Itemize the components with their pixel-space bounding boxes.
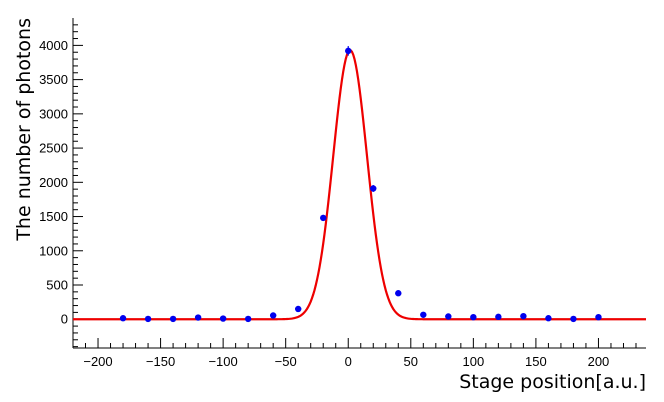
- y-tick-label: 3500: [39, 72, 68, 87]
- y-tick-label: 4000: [39, 38, 68, 53]
- y-tick-label: 3000: [39, 106, 68, 121]
- point-marker: [269, 312, 277, 319]
- x-tick-label: 50: [404, 354, 418, 369]
- y-tick-label: 500: [46, 278, 68, 293]
- point-marker: [294, 305, 302, 313]
- data-point: [595, 313, 602, 321]
- y-axis-ticks: [73, 24, 83, 348]
- data-point: [119, 315, 127, 322]
- x-axis-ticks: [85, 338, 637, 348]
- y-tick-label: 0: [61, 312, 68, 327]
- x-tick-label: 150: [525, 354, 547, 369]
- y-axis-tick-labels: 0 500 1000 1500 2000 2500 3000 3500 4000: [39, 38, 68, 327]
- data-point: [144, 315, 152, 323]
- x-tick-label: 0: [345, 354, 352, 369]
- point-marker: [119, 315, 127, 322]
- point-marker: [244, 315, 252, 323]
- x-tick-label: −200: [83, 354, 112, 369]
- x-tick-label: −100: [208, 354, 237, 369]
- data-point: [570, 315, 577, 323]
- point-marker: [520, 312, 527, 320]
- point-marker: [169, 315, 177, 323]
- point-marker: [219, 315, 227, 322]
- x-axis-title: Stage position[a.u.]: [459, 371, 646, 393]
- x-tick-label: 200: [588, 354, 610, 369]
- y-tick-label: 1500: [39, 209, 68, 224]
- data-point: [520, 312, 527, 320]
- data-point: [345, 46, 352, 56]
- point-marker: [194, 314, 202, 321]
- point-marker: [445, 313, 452, 320]
- y-tick-label: 2500: [39, 141, 68, 156]
- data-point: [294, 305, 302, 313]
- point-marker: [570, 315, 577, 323]
- x-axis-tick-labels: −200 −150 −100 −50 0 50 100 150 200: [83, 354, 609, 369]
- data-point: [495, 313, 502, 321]
- data-point: [420, 311, 427, 318]
- x-tick-label: −150: [146, 354, 175, 369]
- data-points: [119, 46, 602, 323]
- y-tick-label: 2000: [39, 175, 68, 190]
- point-marker: [144, 315, 152, 323]
- point-marker: [345, 47, 352, 55]
- x-tick-label: −50: [275, 354, 297, 369]
- point-marker: [495, 313, 502, 321]
- data-point: [320, 214, 327, 222]
- data-point: [269, 312, 277, 319]
- data-point: [194, 314, 202, 321]
- y-tick-label: 1000: [39, 243, 68, 258]
- data-point: [470, 313, 477, 321]
- point-marker: [395, 290, 402, 297]
- point-marker: [470, 313, 477, 321]
- data-point: [545, 315, 552, 322]
- point-marker: [370, 185, 377, 192]
- data-point: [370, 185, 377, 192]
- point-marker: [595, 313, 602, 321]
- data-point: [244, 315, 252, 323]
- point-marker: [545, 315, 552, 322]
- data-point: [445, 313, 452, 320]
- data-point: [395, 290, 402, 297]
- data-point: [219, 315, 227, 322]
- x-tick-label: 100: [462, 354, 484, 369]
- y-axis-title: The number of photons: [13, 18, 35, 242]
- data-point: [169, 315, 177, 323]
- point-marker: [420, 311, 427, 318]
- point-marker: [320, 214, 327, 222]
